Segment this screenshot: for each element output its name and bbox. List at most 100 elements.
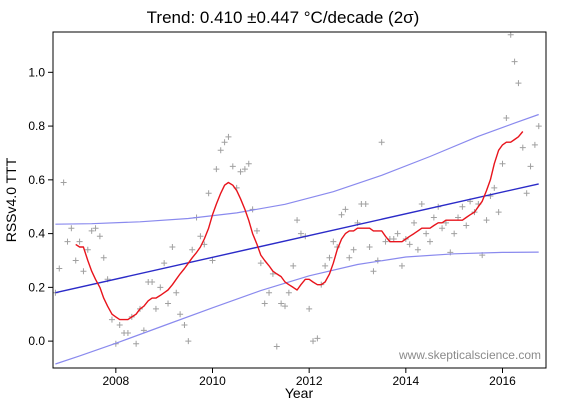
data-point-86 — [398, 262, 405, 269]
data-point-53 — [266, 289, 273, 296]
data-point-90 — [414, 246, 421, 253]
data-point-118 — [527, 163, 534, 170]
data-point-99 — [451, 230, 458, 237]
data-point-65 — [314, 335, 321, 342]
data-point-94 — [430, 214, 437, 221]
data-point-42 — [221, 139, 228, 146]
data-point-61 — [297, 230, 304, 237]
data-point-47 — [241, 166, 248, 173]
data-point-91 — [418, 201, 425, 208]
data-point-11 — [96, 233, 103, 240]
data-point-82 — [382, 238, 389, 245]
data-point-1 — [56, 265, 63, 272]
data-point-33 — [185, 338, 192, 345]
data-point-55 — [273, 343, 280, 350]
data-point-84 — [390, 235, 397, 242]
data-point-119 — [531, 141, 538, 148]
data-point-79 — [370, 268, 377, 275]
data-point-63 — [306, 305, 313, 312]
plot-frame — [52, 31, 547, 369]
data-point-120 — [535, 123, 542, 130]
y-tick-label-0.0: 0.0 — [28, 334, 45, 348]
data-point-48 — [245, 160, 252, 167]
data-point-57 — [282, 303, 288, 310]
data-point-56 — [278, 300, 285, 307]
data-point-108 — [487, 192, 494, 199]
data-point-85 — [394, 230, 401, 237]
x-tick-label-2016: 2016 — [489, 374, 516, 388]
data-point-69 — [330, 238, 337, 245]
data-point-74 — [350, 246, 357, 253]
chart-title: Trend: 0.410 ±0.447 °C/decade (2σ) — [147, 8, 420, 27]
data-point-7 — [80, 268, 87, 275]
trend-line — [55, 183, 539, 294]
data-point-92 — [423, 230, 430, 237]
x-tick-label-2008: 2008 — [102, 374, 129, 388]
data-point-5 — [72, 257, 79, 264]
data-point-102 — [463, 222, 470, 229]
data-point-115 — [515, 80, 522, 87]
data-point-113 — [507, 32, 514, 38]
data-point-40 — [213, 166, 220, 173]
data-point-100 — [455, 214, 462, 221]
data-point-16 — [116, 321, 123, 328]
data-point-6 — [76, 238, 83, 245]
data-point-52 — [261, 300, 268, 307]
data-point-20 — [133, 340, 140, 347]
data-point-2 — [60, 179, 67, 186]
data-point-116 — [519, 144, 526, 151]
data-point-73 — [346, 254, 353, 261]
x-tick-label-2014: 2014 — [392, 374, 419, 388]
data-point-117 — [523, 190, 530, 197]
data-point-39 — [209, 257, 216, 264]
data-point-112 — [503, 115, 510, 122]
data-point-50 — [253, 227, 260, 234]
data-point-107 — [483, 217, 490, 224]
data-point-111 — [499, 160, 506, 167]
data-point-96 — [439, 225, 446, 232]
data-point-38 — [205, 190, 212, 197]
data-point-41 — [217, 147, 224, 154]
y-axis-label: RSSv4.0 TTT — [3, 157, 19, 242]
data-point-64 — [310, 338, 317, 345]
y-tick-label-0.4: 0.4 — [28, 227, 45, 241]
data-point-10 — [92, 225, 99, 232]
data-point-12 — [100, 254, 107, 261]
data-point-71 — [338, 211, 345, 218]
data-point-44 — [229, 163, 236, 170]
lower-confidence-band — [55, 251, 539, 365]
data-point-81 — [378, 139, 385, 146]
data-point-28 — [165, 300, 172, 307]
smoothed-line — [75, 131, 524, 321]
data-point-4 — [68, 225, 75, 232]
x-tick-label-2010: 2010 — [199, 374, 226, 388]
x-axis-label: Year — [285, 385, 314, 401]
y-axis: 0.0 0.2 0.4 0.6 0.8 1.0 — [28, 65, 53, 348]
data-point-68 — [326, 254, 333, 261]
data-point-29 — [169, 244, 176, 251]
data-point-114 — [511, 58, 518, 65]
data-point-77 — [362, 201, 369, 208]
data-point-58 — [285, 289, 292, 296]
data-point-9 — [88, 227, 95, 234]
data-point-72 — [342, 206, 349, 213]
data-point-30 — [173, 289, 180, 296]
watermark-text: www.skepticalscience.com — [398, 348, 541, 362]
data-point-18 — [124, 330, 131, 337]
data-point-34 — [189, 246, 196, 253]
upper-confidence-band — [55, 113, 539, 225]
data-point-109 — [491, 184, 498, 191]
data-point-110 — [495, 209, 502, 216]
data-point-25 — [152, 305, 159, 312]
data-point-78 — [366, 244, 373, 251]
data-point-89 — [411, 219, 418, 226]
data-point-101 — [459, 203, 466, 210]
x-tick-label-2012: 2012 — [296, 374, 323, 388]
data-point-24 — [149, 278, 156, 285]
data-point-67 — [322, 262, 329, 269]
x-axis: 2008 2010 2012 2014 2016 — [102, 368, 516, 388]
data-point-8 — [84, 246, 91, 253]
data-point-14 — [108, 316, 115, 323]
